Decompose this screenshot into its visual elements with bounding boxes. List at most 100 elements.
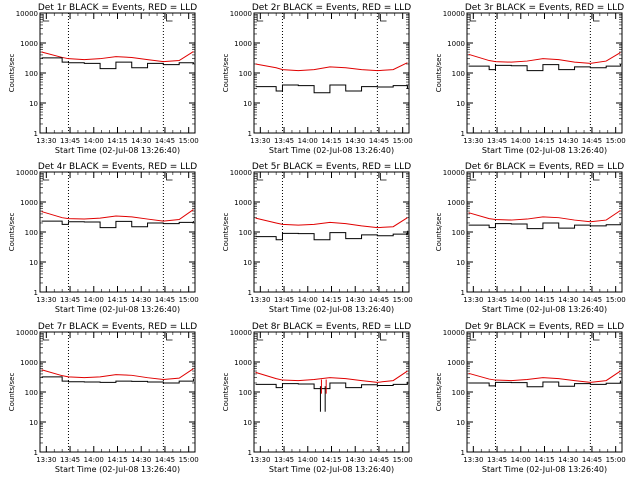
plot-frame [39, 12, 196, 134]
y-tick-label: 100 [25, 389, 38, 397]
x-tick-label: 15:00 [606, 137, 626, 145]
x-tick-label: 15:00 [179, 456, 199, 464]
lld-series-line [468, 52, 621, 64]
x-tick-label: 13:45 [60, 296, 80, 304]
y-tick-label: 10000 [443, 169, 465, 177]
time-bracket-mark [469, 333, 477, 341]
y-tick-label: 100 [239, 389, 252, 397]
chart-panel-8: Det 8r BLACK = Events, RED = LLD 1 10 100 10… [222, 322, 413, 474]
chart-title: Det 3r BLACK = Events, RED = LLD [465, 3, 624, 13]
y-tick-label: 10 [243, 259, 252, 267]
y-tick-label: 100 [452, 70, 465, 78]
x-tick-label: 14:45 [155, 137, 175, 145]
time-bracket-mark [256, 173, 264, 181]
time-bracket-mark [593, 333, 600, 341]
y-axis-label: Counts/sec [222, 213, 230, 252]
chart-title: Det 9r BLACK = Events, RED = LLD [465, 322, 624, 332]
y-tick-label: 1000 [447, 359, 465, 367]
time-bracket-mark [166, 173, 173, 181]
plot-frame [253, 331, 410, 453]
x-tick-label: 14:30 [131, 456, 151, 464]
y-tick-label: 10000 [230, 329, 252, 337]
y-tick-label: 1000 [234, 359, 252, 367]
lld-series-line [41, 368, 194, 381]
y-tick-label: 10 [243, 100, 252, 108]
events-series-line [468, 63, 621, 72]
y-tick-label: 100 [239, 70, 252, 78]
x-axis-label: Start Time (02-Jul-08 13:26:40) [55, 465, 180, 474]
x-tick-label: 14:45 [582, 296, 602, 304]
time-bracket-mark [380, 14, 387, 22]
x-tick-label: 13:45 [60, 137, 80, 145]
x-tick-label: 15:00 [606, 296, 626, 304]
x-tick-label: 14:15 [107, 456, 127, 464]
y-tick-label: 100 [452, 389, 465, 397]
x-tick-label: 13:45 [60, 456, 80, 464]
y-tick-label: 1 [248, 449, 252, 457]
chart-title: Det 2r BLACK = Events, RED = LLD [252, 3, 411, 13]
x-axis-label: Start Time (02-Jul-08 13:26:40) [55, 305, 180, 314]
time-bracket-mark [42, 14, 50, 22]
x-tick-label: 14:00 [84, 296, 104, 304]
y-axis-label: Counts/sec [435, 213, 443, 252]
y-tick-label: 1 [248, 130, 252, 138]
y-tick-label: 1000 [20, 359, 38, 367]
y-tick-label: 1 [34, 449, 38, 457]
chart-panel-7: Det 7r BLACK = Events, RED = LLD 1 10 100 10… [8, 322, 199, 474]
x-tick-label: 13:30 [463, 137, 483, 145]
x-tick-label: 14:45 [369, 137, 389, 145]
chart-panel-9: Det 9r BLACK = Events, RED = LLD 1 10 100 10… [435, 322, 626, 474]
chart-title: Det 8r BLACK = Events, RED = LLD [252, 322, 411, 332]
lld-series-line [41, 209, 194, 222]
plot-frame [253, 171, 410, 293]
x-tick-label: 14:00 [84, 456, 104, 464]
x-tick-label: 14:00 [298, 456, 318, 464]
x-tick-label: 13:30 [463, 296, 483, 304]
x-tick-label: 13:30 [463, 456, 483, 464]
chart-panel-1: Det 1r BLACK = Events, RED = LLD 1 10 100 10… [8, 3, 199, 155]
x-tick-label: 15:00 [179, 296, 199, 304]
x-tick-label: 14:15 [534, 456, 554, 464]
x-tick-label: 13:45 [274, 296, 294, 304]
y-tick-label: 10000 [443, 10, 465, 18]
time-bracket-mark [380, 333, 387, 341]
x-axis-label: Start Time (02-Jul-08 13:26:40) [482, 305, 607, 314]
x-tick-label: 13:45 [274, 137, 294, 145]
x-tick-label: 14:00 [511, 137, 531, 145]
lld-series-line [41, 51, 194, 63]
chart-title: Det 4r BLACK = Events, RED = LLD [38, 162, 197, 172]
time-bracket-mark [469, 14, 477, 22]
time-bracket-mark [42, 173, 50, 181]
chart-panel-2: Det 2r BLACK = Events, RED = LLD 1 10 100 10… [222, 3, 413, 155]
lld-series-line [468, 370, 621, 383]
plot-frame [39, 331, 196, 453]
x-tick-label: 15:00 [393, 137, 413, 145]
time-bracket-mark [469, 173, 477, 181]
x-tick-label: 14:15 [534, 296, 554, 304]
x-tick-label: 14:45 [582, 456, 602, 464]
chart-panel-6: Det 6r BLACK = Events, RED = LLD 1 10 100 10… [435, 162, 626, 314]
x-tick-label: 14:00 [511, 456, 531, 464]
plot-frame [39, 171, 196, 293]
chart-title: Det 7r BLACK = Events, RED = LLD [38, 322, 197, 332]
x-tick-label: 13:30 [250, 456, 270, 464]
x-tick-label: 14:30 [558, 137, 578, 145]
y-tick-label: 1000 [20, 40, 38, 48]
x-tick-label: 14:45 [369, 456, 389, 464]
chart-title: Det 5r BLACK = Events, RED = LLD [252, 162, 411, 172]
events-series-line [41, 220, 194, 229]
x-tick-label: 15:00 [606, 456, 626, 464]
plot-frame [466, 171, 623, 293]
x-tick-label: 14:45 [155, 456, 175, 464]
time-bracket-mark [593, 173, 600, 181]
chart-panel-3: Det 3r BLACK = Events, RED = LLD 1 10 100 10… [435, 3, 626, 155]
y-axis-label: Counts/sec [222, 373, 230, 412]
lld-series-line [255, 62, 408, 72]
y-tick-label: 1 [461, 130, 465, 138]
chart-title: Det 1r BLACK = Events, RED = LLD [38, 3, 197, 13]
y-tick-label: 10000 [16, 329, 38, 337]
time-bracket-mark [593, 14, 600, 22]
y-tick-label: 10000 [16, 169, 38, 177]
y-tick-label: 10 [456, 259, 465, 267]
lld-series-line [468, 210, 621, 223]
